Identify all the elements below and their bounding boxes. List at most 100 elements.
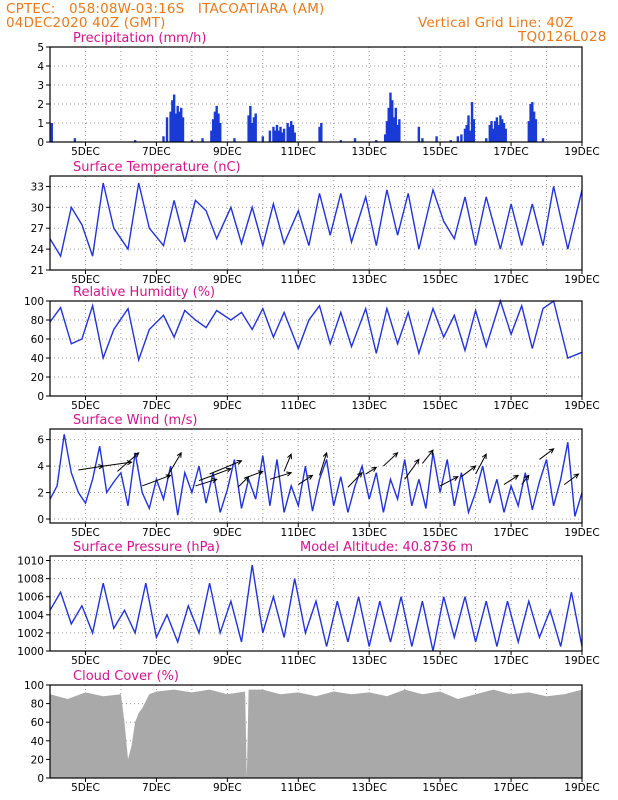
x-tick-label: 19DEC bbox=[564, 655, 599, 667]
x-tick-label: 5DEC bbox=[71, 527, 100, 539]
precip-bar bbox=[460, 134, 463, 142]
x-tick-label: 19DEC bbox=[564, 782, 599, 794]
header-line1-left: CPTEC: 058:08W-03:16S ITACOATIARA (AM) bbox=[6, 1, 325, 17]
x-tick-label: 15DEC bbox=[422, 655, 457, 667]
wind-arrow bbox=[142, 474, 171, 487]
wind-arrow bbox=[78, 465, 104, 471]
x-tick-label: 9DEC bbox=[213, 782, 242, 794]
wind-arrow bbox=[297, 474, 313, 486]
precip-bar bbox=[488, 124, 491, 142]
precip-bar bbox=[252, 117, 256, 142]
x-tick-label: 5DEC bbox=[71, 782, 100, 794]
wind-arrow-head bbox=[357, 471, 363, 478]
wind-arrow-head bbox=[513, 474, 520, 480]
precip-bar bbox=[392, 117, 396, 142]
precip-bar bbox=[201, 138, 204, 142]
precip-bar bbox=[375, 140, 378, 142]
y-tick-label: 1000 bbox=[17, 646, 44, 658]
wind-arrow-head bbox=[481, 453, 487, 460]
wind-arrow-head bbox=[428, 449, 434, 456]
panel-4: Surface Wind (m/s) 0 2 4 6 5DEC 7DEC 9DEC 11DEC 1… bbox=[37, 413, 599, 539]
precip-bar bbox=[169, 111, 172, 142]
precip-bar bbox=[504, 128, 507, 142]
x-tick-label: 13DEC bbox=[351, 274, 386, 286]
x-tick-label: 5DEC bbox=[71, 655, 100, 667]
wind-arrow-head bbox=[257, 470, 264, 476]
x-tick-label: 17DEC bbox=[493, 527, 528, 539]
precip-bar bbox=[288, 126, 291, 142]
precip-bar bbox=[261, 136, 264, 142]
precip-bar bbox=[492, 128, 495, 142]
wind-arrow bbox=[269, 472, 292, 480]
x-tick-label: 15DEC bbox=[422, 400, 457, 412]
x-tick-label: 19DEC bbox=[564, 527, 599, 539]
x-tick-label: 13DEC bbox=[351, 655, 386, 667]
wind-arrow-head bbox=[322, 451, 328, 458]
precip-bar bbox=[277, 130, 280, 142]
precip-bar bbox=[499, 115, 502, 142]
y-tick-label: 2 bbox=[37, 99, 44, 111]
panel-title: Surface Pressure (hPa) bbox=[73, 540, 220, 555]
panel-frame bbox=[49, 555, 583, 652]
wind-arrow bbox=[563, 473, 579, 486]
precip-bar bbox=[190, 140, 194, 142]
precip-bar bbox=[394, 107, 397, 142]
y-tick-label: 1004 bbox=[17, 610, 44, 622]
y-tick-label: 40 bbox=[31, 353, 44, 365]
precip-bar bbox=[247, 115, 250, 142]
precip-bar bbox=[383, 134, 387, 142]
precip-bar bbox=[180, 107, 183, 142]
precip-bar bbox=[467, 115, 470, 142]
wind-arrow-head bbox=[452, 476, 459, 481]
precip-bar bbox=[281, 132, 284, 142]
x-tick-label: 17DEC bbox=[493, 400, 528, 412]
precip-bar bbox=[250, 123, 254, 142]
precip-bar bbox=[469, 130, 472, 142]
precip-bar bbox=[178, 111, 181, 142]
wind-arrow bbox=[166, 452, 182, 477]
panel-frame bbox=[49, 300, 583, 397]
panel-1: Precipitation (mm/h) 0 1 2 3 4 5 5DEC 7DEC 9DEC 11… bbox=[37, 31, 599, 158]
precip-bar bbox=[527, 121, 530, 142]
precip-bar bbox=[279, 126, 282, 142]
x-tick-label: 5DEC bbox=[71, 400, 100, 412]
wind-arrow-head bbox=[211, 478, 218, 484]
wind-arrow bbox=[439, 476, 459, 487]
precip-bar bbox=[532, 111, 536, 142]
precip-bar bbox=[254, 113, 257, 142]
precip-bar bbox=[274, 130, 277, 142]
y-tick-label: 4 bbox=[37, 461, 44, 473]
wind-arrow bbox=[244, 470, 263, 479]
precip-bar bbox=[213, 111, 217, 142]
header-line2-right: TQ0126L028 bbox=[518, 29, 607, 45]
y-tick-label: 1010 bbox=[17, 556, 44, 568]
precip-bar bbox=[534, 119, 538, 142]
precip-bar bbox=[233, 138, 236, 142]
header-line1-right: Vertical Grid Line: 40Z bbox=[418, 15, 574, 31]
y-tick-label: 100 bbox=[24, 680, 44, 692]
precip-bar bbox=[531, 102, 534, 142]
y-tick-label: 80 bbox=[31, 315, 44, 327]
y-tick-label: 80 bbox=[31, 699, 44, 711]
wind-arrow bbox=[195, 478, 217, 487]
wind-arrow bbox=[319, 452, 328, 476]
precip-bar bbox=[465, 124, 468, 142]
precip-bar bbox=[320, 123, 323, 142]
x-tick-label: 9DEC bbox=[213, 274, 242, 286]
precip-bar bbox=[396, 124, 399, 142]
y-tick-label: 0 bbox=[37, 773, 44, 785]
wind-arrow bbox=[283, 453, 292, 472]
x-tick-label: 11DEC bbox=[281, 782, 316, 794]
precip-bar bbox=[449, 140, 452, 142]
precip-bar bbox=[293, 132, 296, 142]
precip-bar bbox=[73, 138, 77, 142]
wind-arrow-head bbox=[307, 474, 314, 480]
y-tick-label: 40 bbox=[31, 736, 44, 748]
wind-arrow bbox=[117, 452, 139, 472]
x-tick-label: 17DEC bbox=[493, 655, 528, 667]
y-tick-label: 30 bbox=[31, 202, 44, 214]
x-tick-label: 9DEC bbox=[213, 527, 242, 539]
wind-arrow bbox=[422, 449, 434, 464]
x-tick-label: 11DEC bbox=[281, 655, 316, 667]
x-tick-label: 17DEC bbox=[493, 146, 528, 158]
